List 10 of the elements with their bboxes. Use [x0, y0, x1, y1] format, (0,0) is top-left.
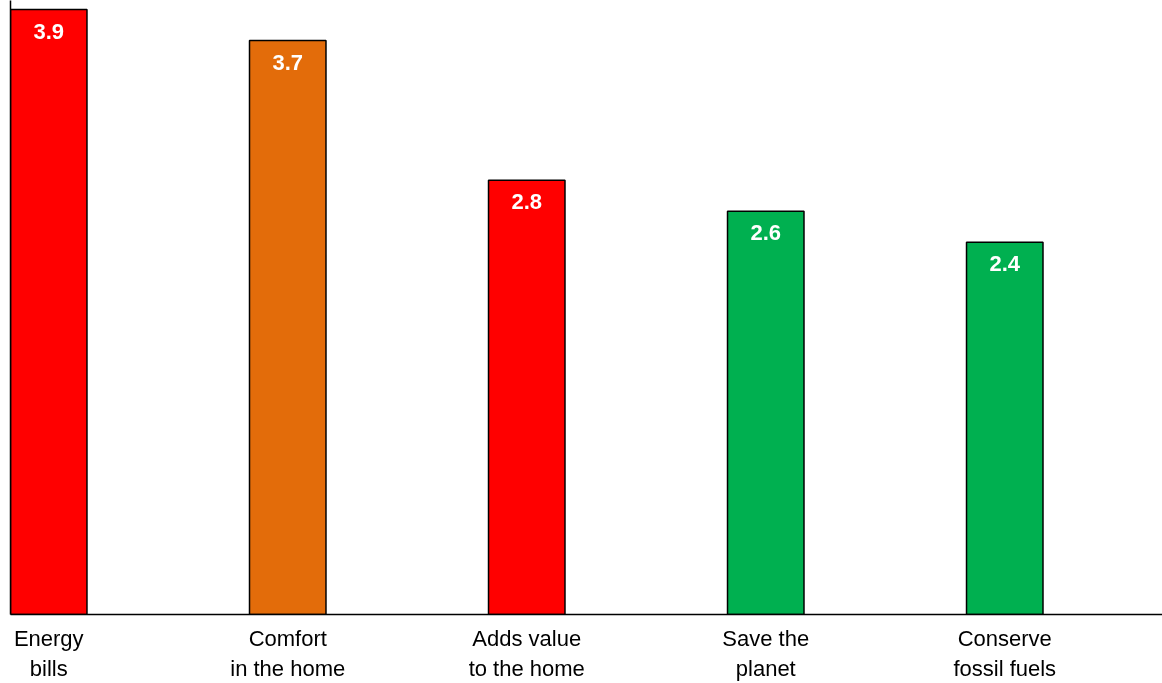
x-tick-label: Comfort in the home [230, 625, 346, 681]
x-tick-label: Adds value to the home [468, 625, 585, 681]
x-tick-label: Energy bills [13, 625, 84, 681]
data-label: 3.7 [272, 49, 304, 75]
data-label: 2.8 [511, 189, 543, 215]
data-label: 3.9 [33, 18, 65, 44]
data-label: 2.4 [989, 251, 1021, 277]
x-tick-label: Save the planet [722, 625, 810, 681]
data-label: 2.6 [750, 220, 782, 246]
x-tick-label: Conserve fossil fuels [953, 625, 1057, 681]
